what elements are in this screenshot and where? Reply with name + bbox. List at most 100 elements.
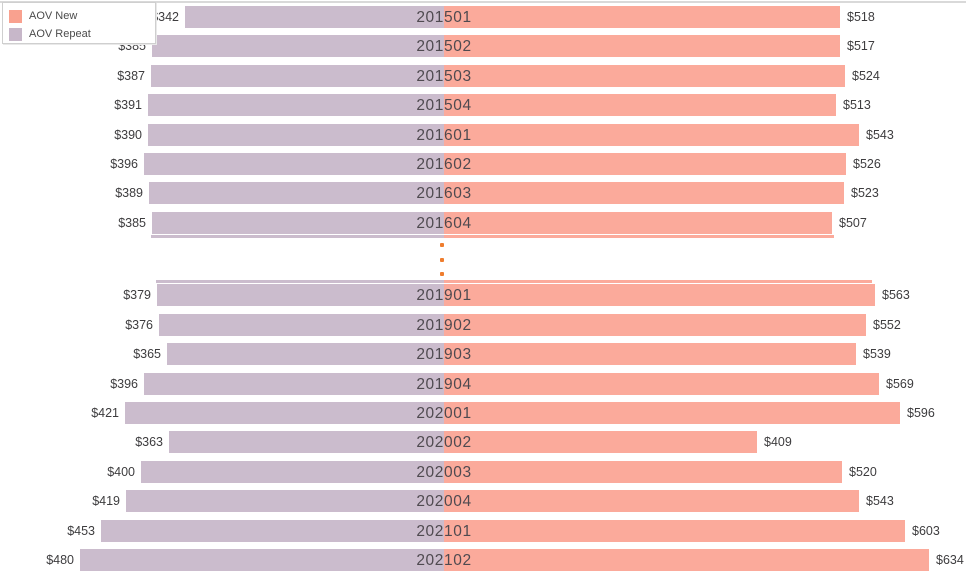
bar-aov-new[interactable] (444, 94, 836, 117)
value-label-repeat: $376 (125, 317, 153, 332)
bar-aov-new[interactable] (444, 549, 929, 571)
bar-aov-new[interactable] (444, 372, 879, 395)
quarter-label: 202003 (416, 463, 472, 481)
value-label-new: $563 (882, 288, 910, 303)
value-label-repeat: $387 (117, 68, 145, 83)
quarter-label: 201603 (416, 185, 472, 203)
value-label-repeat: $342 (151, 10, 179, 24)
value-label-repeat: $391 (114, 98, 142, 113)
bar-aov-repeat[interactable] (148, 123, 444, 146)
bar-aov-new[interactable] (444, 460, 842, 483)
top-border-rule (0, 1, 966, 3)
bar-aov-new[interactable] (444, 182, 844, 205)
quarter-label: 201602 (416, 156, 472, 173)
bar-aov-new[interactable] (444, 343, 856, 366)
aov-repeat-swatch-icon (9, 27, 22, 41)
bar-aov-repeat[interactable] (185, 6, 444, 28)
value-label-new: $526 (853, 157, 881, 171)
bar-aov-new[interactable] (444, 490, 859, 513)
value-label-new: $523 (851, 186, 879, 201)
bar-aov-new[interactable] (444, 519, 905, 542)
value-label-new: $596 (907, 406, 935, 420)
quarter-label: 201903 (416, 346, 472, 364)
value-label-new: $524 (852, 68, 880, 83)
bar-aov-repeat[interactable] (151, 64, 444, 87)
ellipsis-dot (440, 272, 444, 276)
collapsed-row-sliver-new (444, 235, 834, 238)
value-label-new: $603 (912, 523, 940, 538)
bar-aov-new[interactable] (444, 64, 845, 87)
bar-aov-repeat[interactable] (157, 284, 444, 307)
legend-label: AOV New (29, 10, 78, 22)
value-label-new: $409 (764, 435, 792, 450)
bar-aov-new[interactable] (444, 431, 757, 454)
quarter-label: 201904 (416, 375, 472, 393)
bar-aov-repeat[interactable] (167, 343, 444, 366)
quarter-label: 202102 (416, 552, 472, 569)
value-label-new: $539 (863, 347, 891, 362)
quarter-label: 201504 (416, 97, 472, 115)
ellipsis-dot (440, 258, 444, 262)
value-label-new: $634 (936, 553, 964, 567)
bar-aov-repeat[interactable] (144, 153, 444, 175)
quarter-label: 202004 (416, 493, 472, 511)
bar-aov-new[interactable] (444, 6, 840, 28)
quarter-label: 201502 (416, 38, 472, 56)
bar-aov-new[interactable] (444, 402, 900, 424)
bar-aov-new[interactable] (444, 35, 840, 58)
value-label-repeat: $396 (110, 376, 138, 391)
collapsed-row-sliver-repeat (156, 280, 444, 283)
bar-aov-repeat[interactable] (152, 35, 444, 58)
value-label-repeat: $453 (67, 523, 95, 538)
bar-aov-new[interactable] (444, 284, 875, 307)
value-label-repeat: $419 (92, 494, 120, 509)
legend-item-aov-repeat[interactable]: AOV Repeat (9, 25, 155, 43)
bar-aov-repeat[interactable] (148, 94, 444, 117)
quarter-label: 202002 (416, 434, 472, 452)
bar-aov-new[interactable] (444, 123, 859, 146)
collapsed-row-sliver-new (444, 280, 872, 283)
color-legend: AOV New AOV Repeat (2, 2, 156, 44)
collapsed-row-sliver-repeat (151, 235, 444, 238)
value-label-new: $552 (873, 317, 901, 332)
bar-aov-repeat[interactable] (149, 182, 444, 205)
bar-aov-repeat[interactable] (141, 460, 444, 483)
value-label-repeat: $363 (135, 435, 163, 450)
value-label-repeat: $379 (123, 288, 151, 303)
bar-aov-repeat[interactable] (169, 431, 444, 454)
bar-aov-new[interactable] (444, 313, 866, 336)
quarter-label: 201601 (416, 126, 472, 144)
value-label-repeat: $480 (46, 553, 74, 567)
legend-item-aov-new[interactable]: AOV New (9, 7, 155, 25)
bar-aov-repeat[interactable] (125, 402, 444, 424)
value-label-new: $543 (866, 127, 894, 142)
bar-aov-repeat[interactable] (159, 313, 444, 336)
value-label-repeat: $421 (91, 406, 119, 420)
aov-new-swatch-icon (9, 9, 22, 23)
quarter-label: 201503 (416, 67, 472, 85)
quarter-label: 201902 (416, 316, 472, 334)
bar-aov-repeat[interactable] (144, 372, 444, 395)
value-label-repeat: $396 (110, 157, 138, 171)
value-label-new: $569 (886, 376, 914, 391)
quarter-label: 201604 (416, 214, 472, 232)
value-label-repeat: $390 (114, 127, 142, 142)
bar-aov-new[interactable] (444, 211, 832, 234)
bar-aov-repeat[interactable] (101, 519, 444, 542)
bar-aov-repeat[interactable] (152, 211, 444, 234)
value-label-new: $517 (847, 39, 875, 54)
value-label-repeat: $389 (115, 186, 143, 201)
value-label-new: $507 (839, 215, 867, 230)
bar-aov-repeat[interactable] (80, 549, 444, 571)
value-label-new: $513 (843, 98, 871, 113)
value-label-new: $520 (849, 464, 877, 479)
legend-label: AOV Repeat (29, 28, 91, 40)
value-label-new: $518 (847, 10, 875, 24)
value-label-repeat: $400 (107, 464, 135, 479)
value-label-new: $543 (866, 494, 894, 509)
bar-aov-new[interactable] (444, 153, 846, 175)
quarter-label: 201901 (416, 287, 472, 305)
value-label-repeat: $365 (133, 347, 161, 362)
bar-aov-repeat[interactable] (126, 490, 444, 513)
